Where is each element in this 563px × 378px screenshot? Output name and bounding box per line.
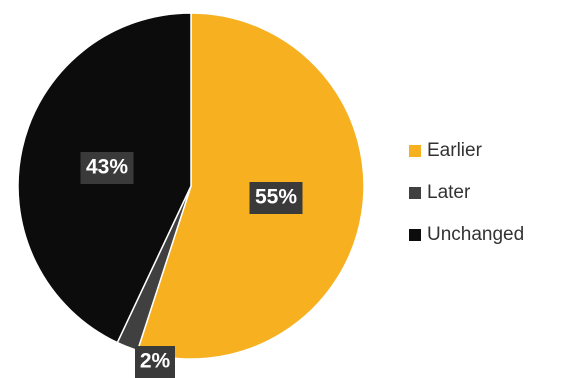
data-label-box-earlier (249, 182, 303, 214)
legend-item-earlier: Earlier (409, 130, 524, 172)
legend-item-later: Later (409, 172, 524, 214)
legend-label-later: Later (427, 182, 471, 203)
legend-swatch-later (409, 187, 421, 199)
legend-swatch-earlier (409, 145, 421, 157)
legend-swatch-unchanged (409, 229, 421, 241)
legend: Earlier Later Unchanged (409, 130, 524, 256)
legend-label-unchanged: Unchanged (427, 224, 525, 245)
data-label-text-later: 2% (140, 350, 171, 373)
data-label-box-unchanged (80, 152, 134, 184)
data-label-text-unchanged: 43% (86, 156, 128, 179)
data-label-later: 2% (135, 346, 175, 378)
data-label-unchanged: 43% (80, 152, 134, 184)
data-label-earlier: 55% (249, 182, 303, 214)
legend-item-unchanged: Unchanged (409, 214, 524, 256)
legend-label-earlier: Earlier (427, 140, 482, 161)
data-label-text-earlier: 55% (255, 186, 297, 209)
data-label-box-later (135, 346, 175, 378)
